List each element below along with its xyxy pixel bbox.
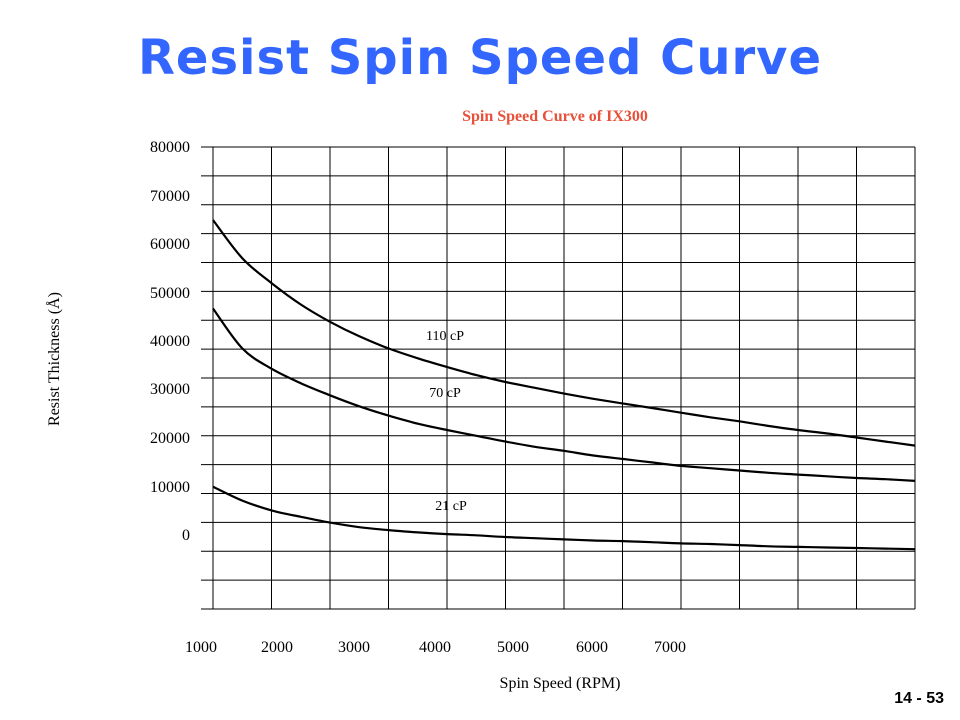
series-line-21-cp: [212, 485, 916, 551]
y-tick-label: 70000: [150, 188, 190, 205]
series-label: 70 cP: [429, 386, 461, 401]
y-tick-label: 40000: [150, 333, 190, 350]
y-tick-label: 0: [182, 527, 190, 544]
page-number: 14 - 53: [894, 690, 944, 707]
y-axis-label: Resist Thickness (Å): [46, 292, 63, 426]
y-tick-label: 80000: [150, 139, 190, 156]
x-tick-label: 5000: [497, 639, 529, 656]
x-axis-ticks: 1000 2000 3000 4000 5000 6000 7000: [185, 639, 686, 656]
series-label: 21 cP: [435, 499, 467, 514]
y-tick-label: 60000: [150, 236, 190, 253]
series-labels: 110 cP 70 cP 21 cP: [426, 329, 467, 514]
y-axis-ticks: 80000 70000 60000 50000 40000 30000 20000 10000…: [150, 139, 190, 544]
series-line-70-cp: [212, 307, 916, 482]
x-tick-label: 7000: [654, 639, 686, 656]
slide-title: Resist Spin Speed Curve: [137, 30, 823, 86]
x-tick-label: 3000: [338, 639, 370, 656]
x-axis-label: Spin Speed (RPM): [499, 675, 621, 692]
x-tick-label: 2000: [261, 639, 293, 656]
y-tick-label: 20000: [150, 430, 190, 447]
x-tick-label: 1000: [185, 639, 217, 656]
chart-grid: [201, 146, 916, 610]
x-tick-label: 6000: [576, 639, 608, 656]
y-tick-label: 10000: [150, 479, 190, 496]
y-tick-label: 50000: [150, 285, 190, 302]
x-tick-label: 4000: [419, 639, 451, 656]
y-tick-label: 30000: [150, 381, 190, 398]
chart-title: Spin Speed Curve of IX300: [462, 108, 648, 125]
series-line-110-cp: [212, 219, 916, 447]
series-label: 110 cP: [426, 329, 464, 344]
series-lines: [212, 219, 916, 551]
